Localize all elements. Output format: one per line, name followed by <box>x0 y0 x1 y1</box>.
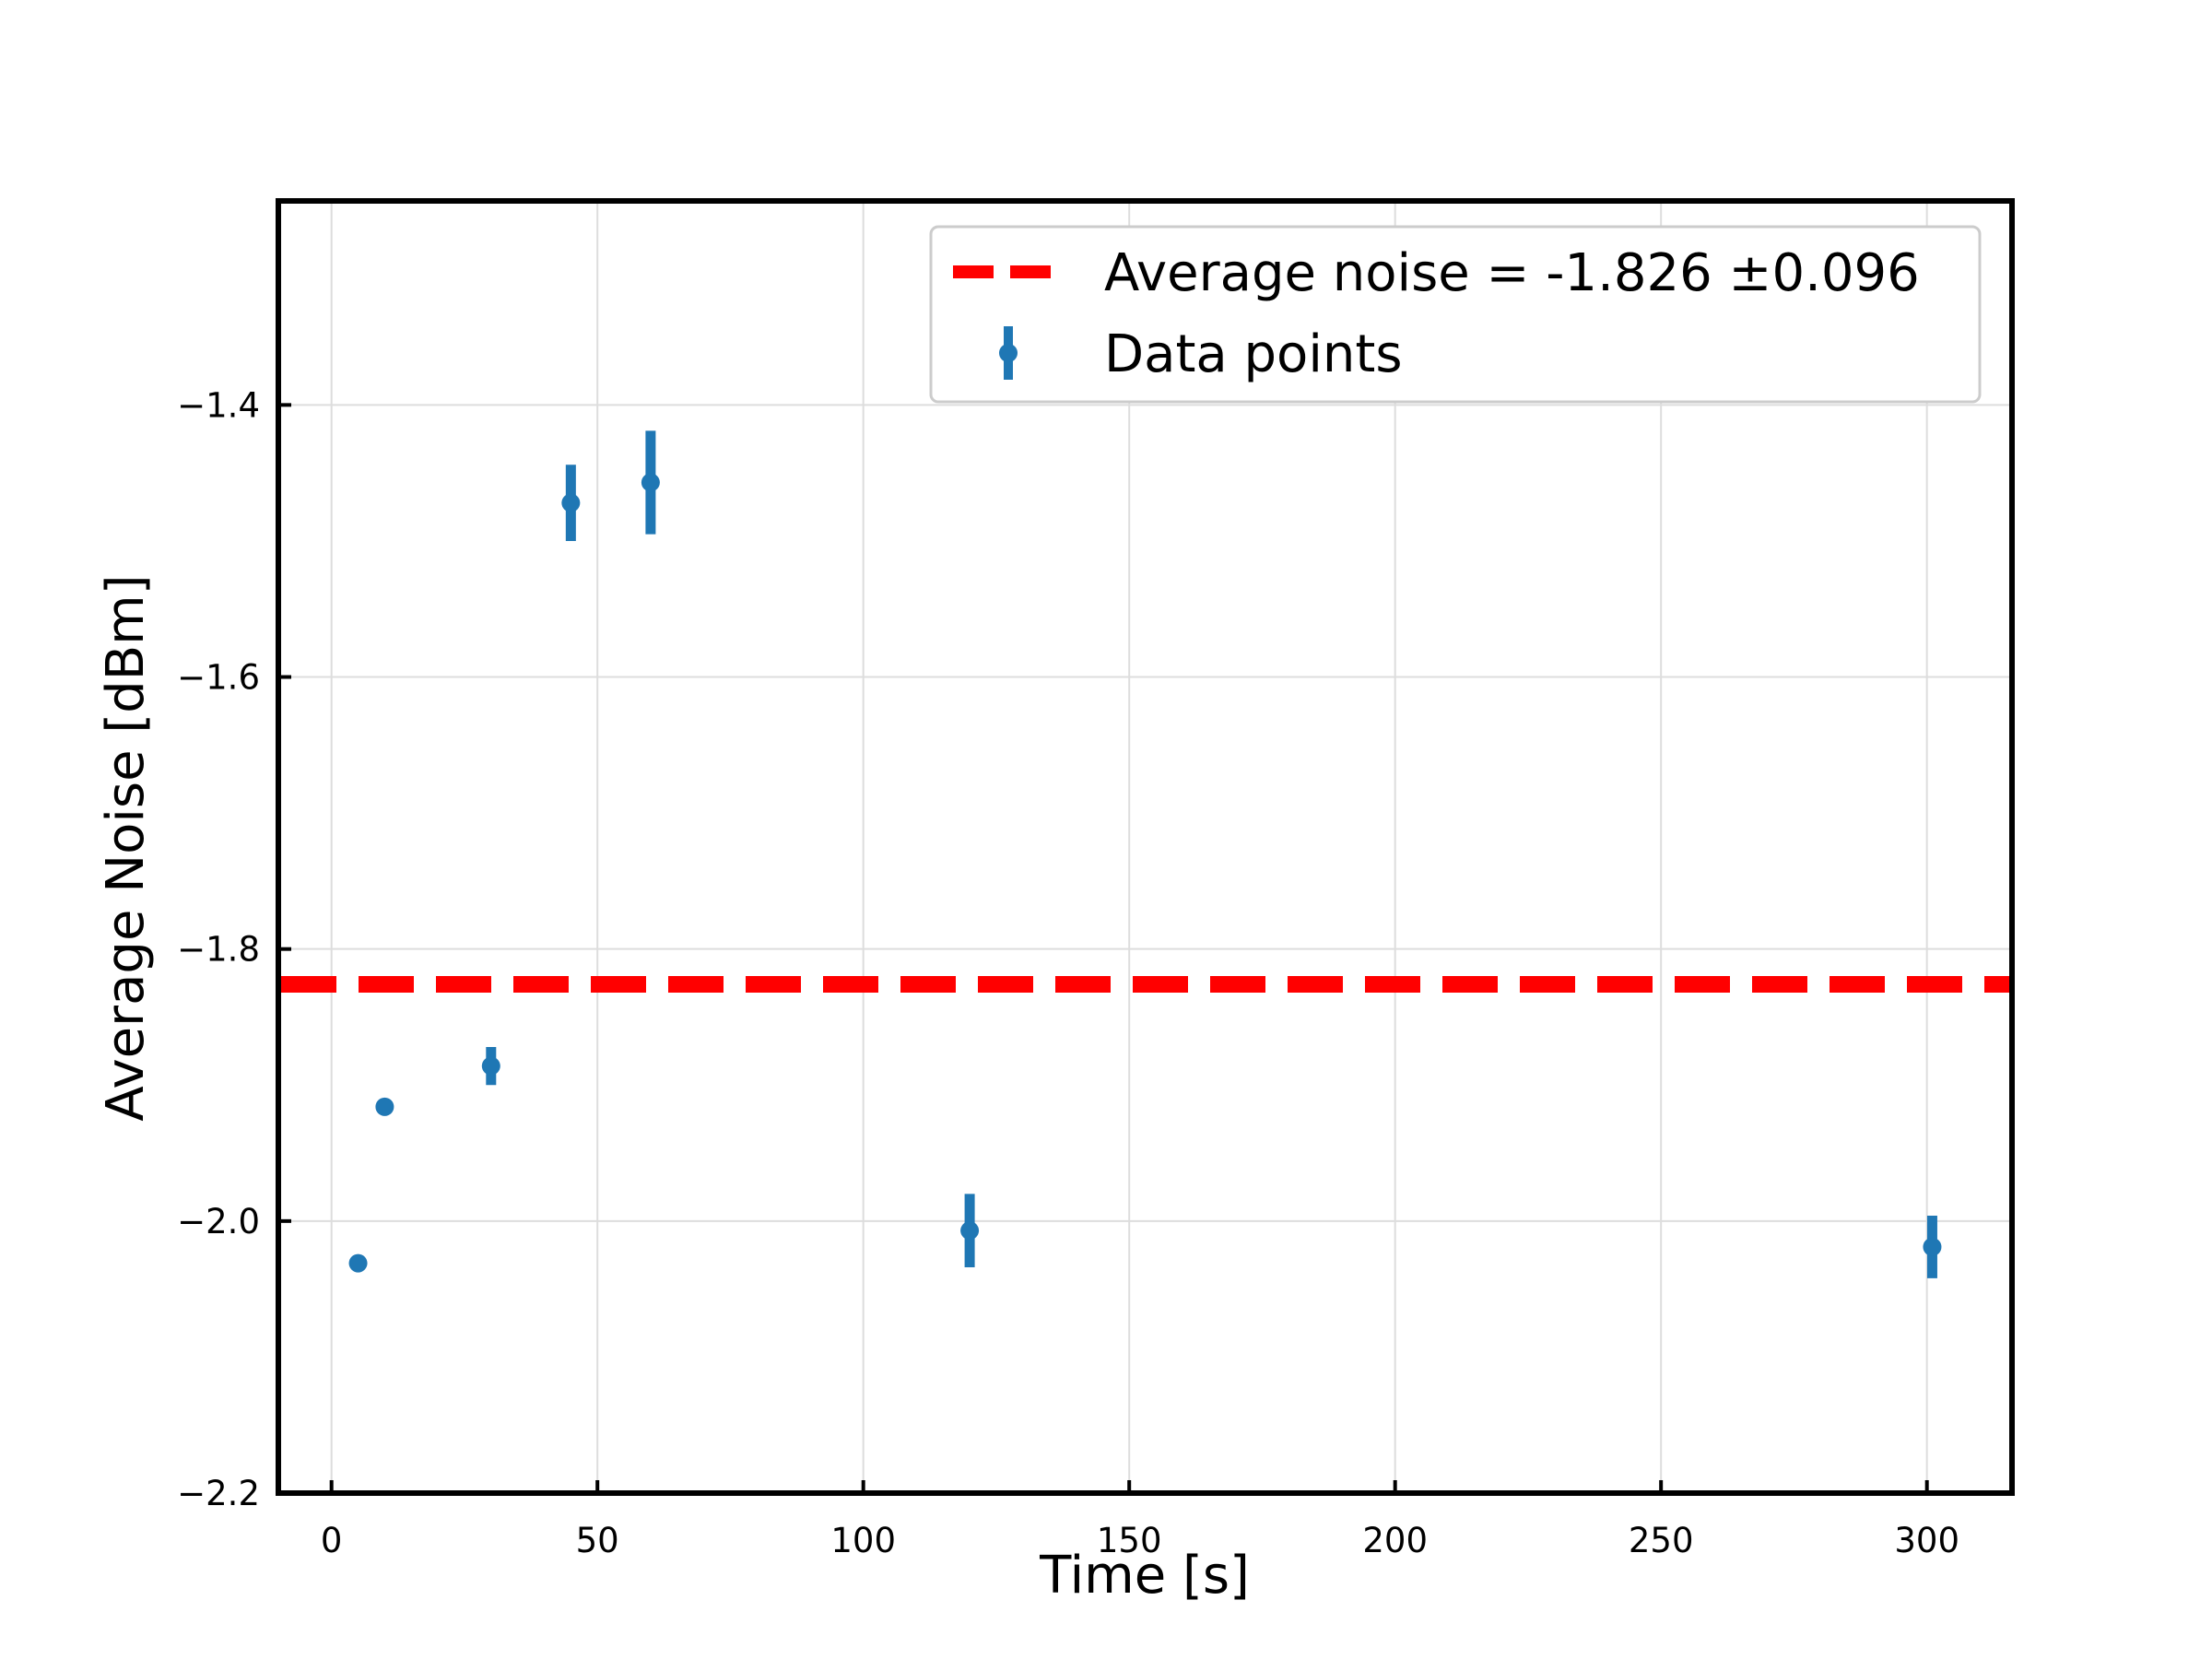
y-tick-label: −2.0 <box>177 1202 260 1241</box>
grid <box>278 201 2012 1494</box>
x-tick-label: 150 <box>1097 1521 1162 1560</box>
data-point <box>1923 1237 1942 1256</box>
data-points-layer <box>348 430 1942 1278</box>
legend: Average noise = -1.826 ±0.096 Data point… <box>929 225 1982 404</box>
y-tick-label: −1.4 <box>177 385 260 425</box>
x-axis-label: Time [s] <box>1039 1546 1250 1606</box>
data-point <box>960 1221 980 1241</box>
plot-frame <box>276 198 2015 1496</box>
y-tick-label: −1.8 <box>177 930 260 970</box>
legend-average-label: Average noise = -1.826 ±0.096 <box>1104 243 1920 303</box>
x-tick-label: 50 <box>576 1521 619 1560</box>
x-tick-label: 0 <box>321 1521 343 1560</box>
x-tick-label: 250 <box>1629 1521 1694 1560</box>
legend-data-points-marker <box>999 344 1018 362</box>
legend-data-points-label: Data points <box>1104 324 1403 384</box>
ticks: 0 50 100 150 200 250 300 −2.2 −2.0 −1.8 −1.6 −1.4 <box>177 385 1959 1560</box>
data-point <box>641 473 660 492</box>
x-tick-label: 300 <box>1894 1521 1959 1560</box>
data-point <box>375 1097 394 1116</box>
x-tick-label: 200 <box>1362 1521 1428 1560</box>
data-point <box>481 1056 500 1076</box>
y-tick-label: −1.6 <box>177 658 260 698</box>
data-point <box>561 493 581 512</box>
x-tick-label: 100 <box>830 1521 896 1560</box>
data-point <box>348 1253 368 1273</box>
y-tick-label: −2.2 <box>177 1474 260 1513</box>
legend-box <box>929 225 1982 404</box>
y-axis-label: Average Noise [dBm] <box>96 574 156 1121</box>
